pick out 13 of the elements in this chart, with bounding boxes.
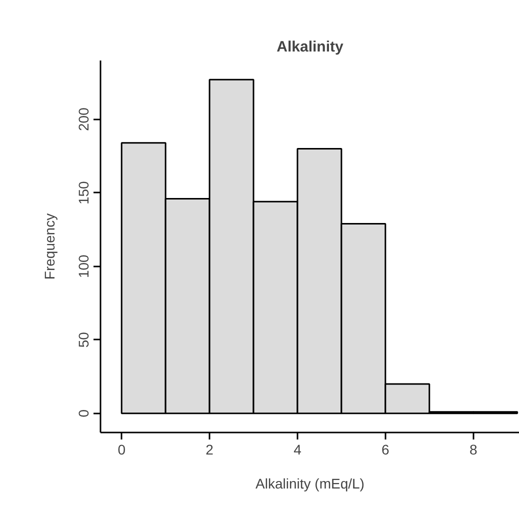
y-tick-label: 50 (76, 332, 92, 348)
x-tick-label: 8 (469, 442, 478, 458)
x-axis-title: Alkalinity (mEq/L) (256, 476, 364, 492)
x-tick-label: 4 (294, 442, 302, 458)
x-tick-label: 6 (382, 442, 390, 458)
y-axis-title: Frequency (42, 213, 58, 280)
y-tick-label: 150 (76, 180, 92, 205)
y-tick-label: 0 (76, 409, 92, 418)
y-tick-label: 100 (76, 254, 92, 278)
chart-title: Alkalinity (276, 38, 344, 56)
x-tick-label: 0 (118, 442, 126, 458)
y-tick-label: 200 (76, 107, 92, 131)
x-tick-label: 2 (206, 442, 214, 458)
